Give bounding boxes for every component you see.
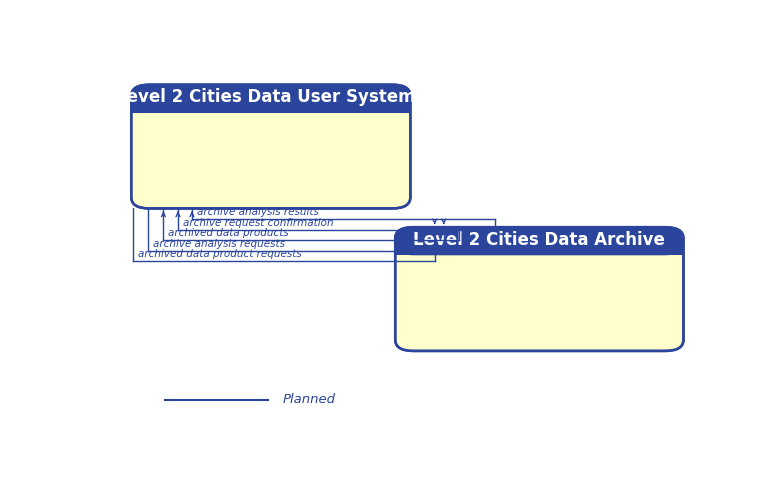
Text: archive analysis requests: archive analysis requests [153,239,285,249]
Bar [395,241,684,255]
FancyBboxPatch shape [132,85,410,208]
FancyBboxPatch shape [395,227,684,351]
Text: Level 2 Cities Data User Systems: Level 2 Cities Data User Systems [116,88,425,106]
Text: archive analysis results: archive analysis results [197,207,319,217]
Text: archived data product requests: archived data product requests [138,249,301,260]
Text: Level 2 Cities Data Archive: Level 2 Cities Data Archive [413,231,666,249]
Bar [132,99,410,113]
FancyBboxPatch shape [395,227,684,255]
Text: archived data products: archived data products [168,228,289,239]
FancyBboxPatch shape [132,85,410,113]
Text: Planned: Planned [283,393,336,406]
Text: archive request confirmation: archive request confirmation [183,218,334,228]
